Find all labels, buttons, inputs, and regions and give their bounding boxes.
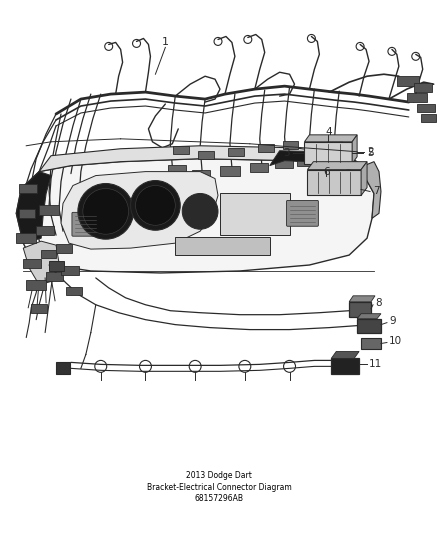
Polygon shape <box>270 151 364 166</box>
Polygon shape <box>364 161 381 219</box>
FancyBboxPatch shape <box>349 302 371 317</box>
FancyBboxPatch shape <box>327 138 342 146</box>
FancyBboxPatch shape <box>321 154 337 161</box>
FancyBboxPatch shape <box>39 205 59 215</box>
FancyBboxPatch shape <box>16 233 36 243</box>
FancyBboxPatch shape <box>275 159 293 168</box>
FancyBboxPatch shape <box>220 166 240 175</box>
FancyBboxPatch shape <box>26 280 46 290</box>
FancyBboxPatch shape <box>250 163 268 172</box>
Text: 9: 9 <box>389 316 396 326</box>
FancyBboxPatch shape <box>361 337 381 350</box>
Circle shape <box>182 193 218 229</box>
FancyBboxPatch shape <box>173 146 189 154</box>
FancyBboxPatch shape <box>36 226 54 235</box>
Text: 8: 8 <box>375 298 381 308</box>
Polygon shape <box>307 161 367 169</box>
FancyBboxPatch shape <box>41 250 56 258</box>
FancyBboxPatch shape <box>168 165 186 174</box>
FancyBboxPatch shape <box>72 212 99 236</box>
Circle shape <box>83 189 129 234</box>
FancyBboxPatch shape <box>304 142 352 164</box>
FancyBboxPatch shape <box>56 362 70 374</box>
FancyBboxPatch shape <box>407 93 427 102</box>
FancyBboxPatch shape <box>162 183 182 193</box>
Polygon shape <box>331 351 359 358</box>
FancyBboxPatch shape <box>331 358 359 374</box>
FancyBboxPatch shape <box>283 141 298 149</box>
FancyBboxPatch shape <box>417 104 434 112</box>
Polygon shape <box>349 296 375 302</box>
Polygon shape <box>357 314 381 319</box>
Text: 2: 2 <box>367 147 374 157</box>
Text: 3: 3 <box>283 148 290 158</box>
FancyBboxPatch shape <box>297 157 315 166</box>
FancyBboxPatch shape <box>61 266 79 275</box>
FancyBboxPatch shape <box>23 259 41 268</box>
FancyBboxPatch shape <box>56 244 72 253</box>
FancyBboxPatch shape <box>192 169 210 179</box>
Text: 6: 6 <box>323 167 330 176</box>
FancyBboxPatch shape <box>49 261 64 271</box>
Circle shape <box>131 181 180 230</box>
Circle shape <box>78 183 134 239</box>
Text: 2013 Dodge Dart
Bracket-Electrical Connector Diagram
68157296AB: 2013 Dodge Dart Bracket-Electrical Conne… <box>147 471 291 504</box>
Polygon shape <box>304 135 357 142</box>
FancyBboxPatch shape <box>258 144 274 152</box>
FancyBboxPatch shape <box>228 148 244 156</box>
FancyBboxPatch shape <box>286 200 318 226</box>
Text: 10: 10 <box>389 336 402 345</box>
Polygon shape <box>39 146 364 175</box>
FancyBboxPatch shape <box>66 287 82 295</box>
FancyBboxPatch shape <box>220 193 290 235</box>
Text: 4: 4 <box>325 127 332 137</box>
FancyBboxPatch shape <box>19 209 35 219</box>
FancyBboxPatch shape <box>307 169 361 196</box>
Polygon shape <box>23 241 59 285</box>
Text: 1: 1 <box>162 37 169 47</box>
FancyBboxPatch shape <box>19 183 37 193</box>
FancyBboxPatch shape <box>357 319 381 333</box>
FancyBboxPatch shape <box>421 114 436 122</box>
Text: 11: 11 <box>369 359 382 369</box>
FancyBboxPatch shape <box>31 304 47 313</box>
FancyBboxPatch shape <box>397 76 419 86</box>
Polygon shape <box>16 159 374 273</box>
Text: 5: 5 <box>367 148 374 158</box>
Polygon shape <box>16 172 51 243</box>
Circle shape <box>135 185 175 225</box>
Polygon shape <box>352 135 357 164</box>
FancyBboxPatch shape <box>46 272 63 281</box>
Polygon shape <box>361 161 367 196</box>
Polygon shape <box>61 172 218 249</box>
Text: 7: 7 <box>373 187 380 197</box>
FancyBboxPatch shape <box>175 237 270 255</box>
FancyBboxPatch shape <box>414 83 431 92</box>
FancyBboxPatch shape <box>198 151 214 159</box>
